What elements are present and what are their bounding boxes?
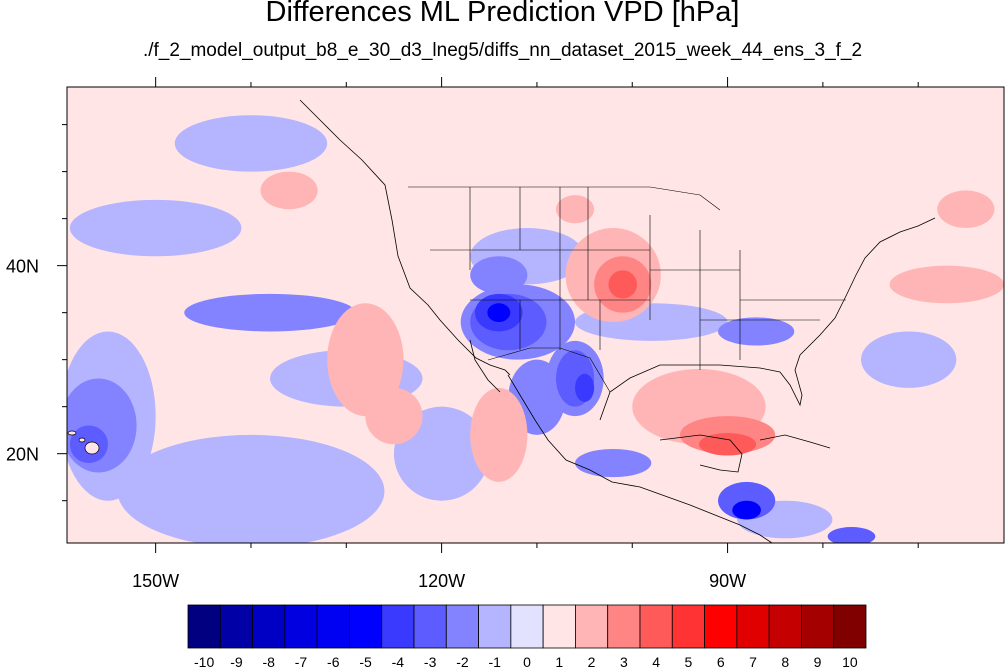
field-region xyxy=(174,115,328,172)
field-region xyxy=(889,265,1004,304)
field-region xyxy=(575,448,652,478)
field-region xyxy=(698,432,757,456)
colorbar-swatch xyxy=(704,604,738,649)
field-region xyxy=(937,190,995,229)
coastline-us-west xyxy=(299,99,511,376)
colorbar-label: 10 xyxy=(842,654,858,670)
colorbar-label: -9 xyxy=(230,654,243,670)
borders xyxy=(408,186,846,393)
colorbar-label: -5 xyxy=(359,654,372,670)
colorbar-swatch xyxy=(671,604,705,649)
field-region xyxy=(555,195,595,224)
coastline-florida xyxy=(779,354,803,407)
lat-tick-label: 40N xyxy=(6,257,39,277)
map-axes: 150W 120W 90W 40N 20N xyxy=(6,77,919,591)
state-lines xyxy=(430,187,846,370)
colorbar-swatch xyxy=(381,604,415,649)
border-us-canada xyxy=(408,186,721,211)
lon-tick-label: 90W xyxy=(709,571,746,591)
colorbar-swatch xyxy=(575,604,609,649)
field-region xyxy=(260,171,318,210)
field-region xyxy=(117,434,385,543)
colorbar-swatch xyxy=(316,604,350,649)
lon-tick-label: 150W xyxy=(132,571,179,591)
chart-title: Differences ML Prediction VPD [hPa] xyxy=(265,0,740,28)
field-region xyxy=(827,527,876,543)
colorbar-swatch xyxy=(607,604,641,649)
field-region xyxy=(470,387,528,482)
colorbar-label: -4 xyxy=(392,654,405,670)
colorbar-swatch xyxy=(413,604,447,649)
coastline-yucatan xyxy=(659,434,743,473)
field-region xyxy=(69,199,242,257)
colorbar: -10 -9 -8 -7 -6 -5 -4 -3 -2 -1 0 1 2 3 4 5 6 7 8 9 10 xyxy=(187,604,867,670)
colorbar-swatch xyxy=(284,604,318,649)
colorbar-label: 3 xyxy=(620,654,628,670)
hawaii-islands xyxy=(67,430,100,455)
colorbar-swatch xyxy=(768,604,802,649)
colorbar-label: 8 xyxy=(781,654,789,670)
colorbar-swatch xyxy=(219,604,253,649)
colorbar-label: 0 xyxy=(523,654,531,670)
colorbar-label: -10 xyxy=(194,654,214,670)
field-region xyxy=(718,317,795,346)
coastline-gulf xyxy=(599,364,781,421)
field-layer xyxy=(67,115,1004,543)
lon-tick-label: 120W xyxy=(418,571,465,591)
coastlines xyxy=(299,99,936,543)
field-region xyxy=(732,500,761,520)
coastline-east xyxy=(799,217,936,356)
chart-subtitle: ./f_2_model_output_b8_e_30_d3_lneg5/diff… xyxy=(142,40,863,61)
colorbar-swatch xyxy=(445,604,479,649)
field-region xyxy=(470,256,528,294)
field-region xyxy=(487,303,511,323)
colorbar-swatch xyxy=(187,604,221,649)
colorbar-swatch xyxy=(801,604,835,649)
colorbar-swatch xyxy=(478,604,512,649)
field-region xyxy=(608,270,638,299)
colorbar-label: -7 xyxy=(295,654,308,670)
colorbar-label: -1 xyxy=(488,654,501,670)
coastline-mexico-west xyxy=(507,374,666,497)
colorbar-label: -6 xyxy=(327,654,340,670)
colorbar-label: 5 xyxy=(685,654,693,670)
colorbar-swatch xyxy=(639,604,673,649)
colorbar-label: -8 xyxy=(262,654,275,670)
colorbar-label: 4 xyxy=(652,654,660,670)
colorbar-swatch xyxy=(833,604,867,649)
field-region xyxy=(575,373,595,402)
field-region xyxy=(365,387,423,445)
lat-tick-label: 20N xyxy=(6,445,39,465)
colorbar-swatch xyxy=(349,604,383,649)
coastline-baja xyxy=(469,339,501,393)
colorbar-swatch xyxy=(510,604,544,649)
coastline-cuba xyxy=(759,434,831,449)
coastline-central-america xyxy=(664,495,773,543)
colorbar-swatch xyxy=(252,604,286,649)
colorbar-swatch xyxy=(542,604,576,649)
colorbar-label: 7 xyxy=(749,654,757,670)
map-frame xyxy=(66,86,1005,544)
colorbar-label: 6 xyxy=(717,654,725,670)
colorbar-label: 2 xyxy=(588,654,596,670)
colorbar-label: -3 xyxy=(424,654,437,670)
colorbar-label: 9 xyxy=(814,654,822,670)
field-region xyxy=(327,303,404,417)
colorbar-label: 1 xyxy=(555,654,563,670)
field-region xyxy=(861,331,957,388)
field-region xyxy=(184,293,356,332)
colorbar-label: -2 xyxy=(456,654,469,670)
colorbar-swatch xyxy=(736,604,770,649)
